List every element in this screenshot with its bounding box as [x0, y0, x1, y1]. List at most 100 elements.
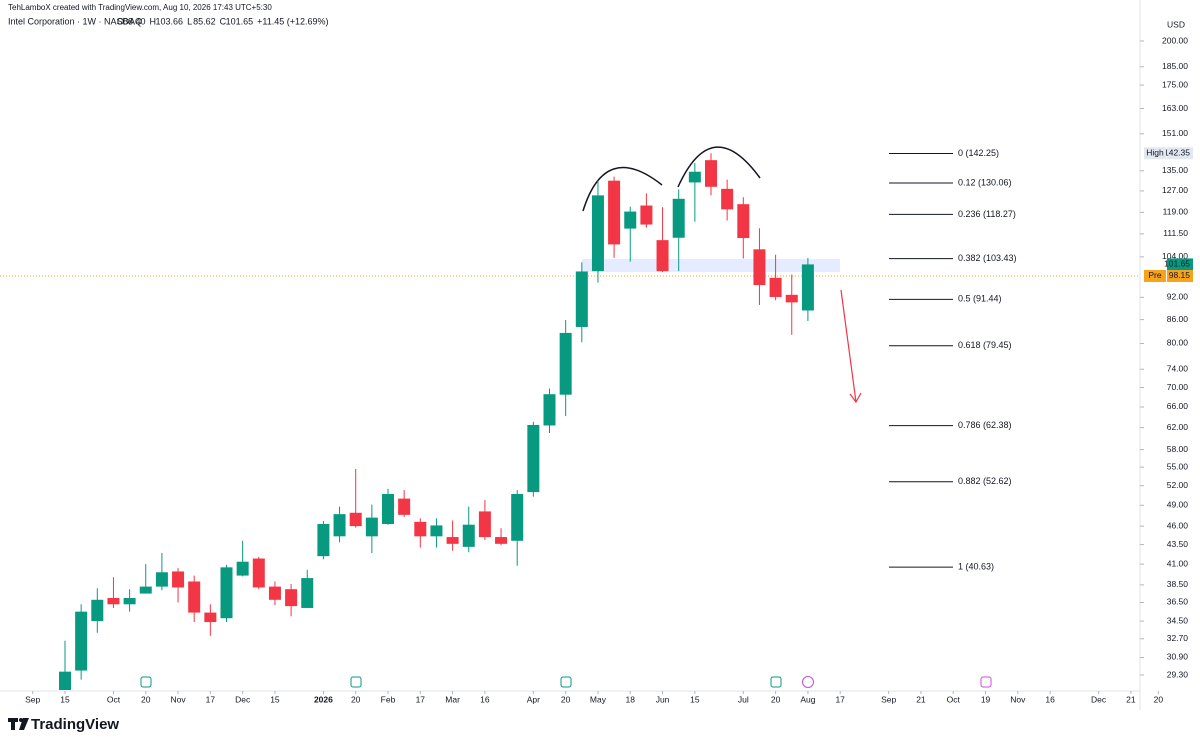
- candle-body: [139, 586, 152, 594]
- x-tick-label: 15: [270, 694, 280, 704]
- x-tick-label: 17: [206, 694, 216, 704]
- candle-body: [705, 160, 717, 187]
- candle-body: [688, 171, 701, 183]
- logo: TradingView: [31, 716, 119, 733]
- y-tick-label: 41.00: [1167, 558, 1189, 568]
- candle-body: [204, 612, 217, 623]
- x-tick-label: Sep: [881, 694, 896, 704]
- symbol: Intel Corporation · 1W · NASDAQ: [8, 16, 142, 26]
- candle-body: [785, 294, 798, 303]
- credit: TehLamboX created with TradingView.com, …: [8, 3, 272, 12]
- arc: [582, 166, 663, 212]
- x-tick-label: 20: [351, 694, 361, 704]
- candle-body: [301, 578, 314, 608]
- candle-body: [75, 611, 88, 671]
- candle-body: [801, 264, 814, 311]
- y-tick-label: 86.00: [1167, 314, 1189, 324]
- y-tick-label: 49.00: [1167, 500, 1189, 510]
- candle-body: [155, 572, 168, 587]
- earnings-markers: [140, 676, 992, 688]
- x-tick-label: 21: [916, 694, 926, 704]
- candle-body: [591, 195, 604, 272]
- candle-body: [317, 523, 330, 557]
- legend-key: C: [220, 16, 227, 26]
- candle-body: [721, 188, 734, 210]
- x-tick-label: 18: [626, 694, 636, 704]
- candle-body: [285, 589, 298, 607]
- y-tick-label: 62.00: [1167, 422, 1189, 432]
- y-tick-label: 200.00: [1162, 35, 1188, 45]
- candle-body: [527, 424, 540, 493]
- x-tick-label: 20: [1154, 694, 1164, 704]
- legend-value: 101.65: [226, 16, 254, 26]
- x-tick-label: Oct: [947, 694, 961, 704]
- fib-label: 0 (142.25): [958, 148, 999, 158]
- x-tick-label: Jun: [656, 694, 670, 704]
- candle-body: [624, 211, 637, 229]
- candle-body: [478, 511, 491, 538]
- candle-body: [236, 561, 249, 576]
- y-tick-label: 70.00: [1167, 382, 1189, 392]
- candle-body: [608, 180, 621, 245]
- candle-body: [737, 204, 750, 239]
- x-tick-label: 21: [1126, 694, 1136, 704]
- candle-body: [172, 571, 185, 588]
- candle-body: [382, 494, 394, 524]
- x-tick-label: Jul: [738, 694, 749, 704]
- x-tick-label: Mar: [445, 694, 460, 704]
- candle-body: [446, 537, 459, 544]
- y-tick-label: 185.00: [1162, 61, 1188, 71]
- candle-body: [268, 586, 281, 600]
- x-tick-label: 17: [835, 694, 845, 704]
- legend-key: O: [117, 16, 124, 26]
- x-tick-label: Nov: [170, 694, 186, 704]
- x-tick-label: 20: [141, 694, 151, 704]
- fib-label: 0.882 (52.62): [958, 476, 1012, 486]
- legend-value: 85.62: [193, 16, 216, 26]
- candle-body: [107, 598, 120, 605]
- x-tick-label: 19: [981, 694, 991, 704]
- arc: [677, 146, 761, 188]
- candle-body: [559, 332, 572, 395]
- y-tick-label: 52.00: [1167, 480, 1189, 490]
- badge-tag-label: High: [1146, 147, 1164, 157]
- y-tick-label: 151.00: [1162, 128, 1188, 138]
- y-tick-label: 43.50: [1167, 539, 1189, 549]
- x-tick-label: Apr: [527, 694, 540, 704]
- x-tick-label: 15: [690, 694, 700, 704]
- x-tick-label: 2026: [314, 694, 333, 704]
- x-tick-label: May: [590, 694, 607, 704]
- candle-body: [672, 198, 685, 238]
- fib-label: 0.618 (79.45): [958, 340, 1012, 350]
- y-tick-label: 163.00: [1162, 103, 1188, 113]
- arrow: [840, 289, 862, 404]
- x-tick-label: Dec: [1091, 694, 1107, 704]
- x-tick-label: Aug: [800, 694, 815, 704]
- candle-body: [188, 581, 201, 613]
- candle-body: [365, 517, 378, 537]
- fib-label: 0.236 (118.27): [958, 209, 1016, 219]
- zone: [582, 259, 840, 272]
- price-badge-label: 101.65: [1164, 259, 1190, 269]
- candle-body: [398, 498, 411, 515]
- y-tick-label: 119.00: [1163, 207, 1189, 217]
- candle-body: [511, 494, 524, 541]
- candle-body: [220, 567, 233, 619]
- badge-tag: [1144, 147, 1166, 160]
- candle-body: [59, 671, 71, 690]
- y-tick-label: 175.00: [1162, 79, 1188, 89]
- y-tick-label: 30.90: [1167, 652, 1189, 662]
- x-tick-label: Nov: [1010, 694, 1026, 704]
- x-tick-label: Feb: [381, 694, 396, 704]
- price-badge-label: 98.15: [1169, 270, 1191, 280]
- candle-body: [656, 240, 669, 272]
- candle-body: [640, 205, 653, 225]
- fib-label: 0.786 (62.38): [958, 420, 1012, 430]
- y-tick-label: 135.00: [1162, 165, 1188, 175]
- fib-label: 1 (40.63): [958, 561, 994, 571]
- legend-value: 88.40: [123, 16, 146, 26]
- candle-body: [414, 521, 427, 537]
- y-tick-label: 92.00: [1167, 292, 1189, 302]
